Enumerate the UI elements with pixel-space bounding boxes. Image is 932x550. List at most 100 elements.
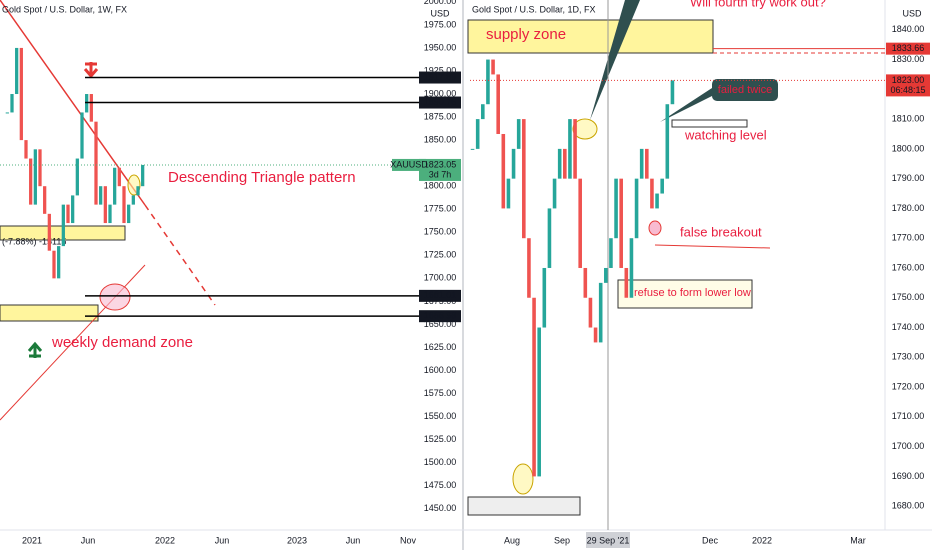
y-tick-label: 1770.00 — [892, 233, 925, 243]
candle — [38, 149, 42, 187]
candle — [80, 112, 84, 159]
y-tick-label: 1830.00 — [892, 54, 925, 64]
candle — [108, 204, 112, 224]
price-tag — [886, 42, 930, 55]
candle — [588, 297, 593, 328]
candle — [527, 238, 531, 298]
y-tick-label: 1710.00 — [892, 411, 925, 421]
y-tick-label: 1750.00 — [424, 227, 457, 237]
candle — [619, 178, 623, 268]
highlight-circle — [512, 463, 534, 495]
y-tick-label: 1750.00 — [892, 292, 925, 302]
x-tick-label: Mar — [850, 535, 866, 545]
supply-zone — [467, 19, 714, 54]
annotation: failed twice — [718, 84, 772, 96]
y-tick-label: 1840.00 — [892, 24, 925, 34]
last-price-tag — [419, 158, 461, 181]
price-tag — [419, 96, 461, 109]
y-tick-label: 1650.00 — [424, 319, 457, 329]
candle — [660, 178, 664, 194]
candle — [122, 186, 126, 224]
down-arrow — [83, 62, 99, 79]
y-tick-label: 1625.00 — [424, 342, 457, 352]
candle — [61, 204, 65, 247]
y-tick-label: 2000.00 — [424, 0, 457, 6]
y-tick-label: 1700.00 — [424, 273, 457, 283]
candle — [511, 148, 516, 179]
candle — [645, 148, 649, 179]
y-tick-label: 1730.00 — [892, 352, 925, 362]
x-tick-label: Nov — [400, 535, 417, 545]
y-tick-label: 1775.00 — [424, 204, 457, 214]
x-tick-label: Sep — [554, 535, 570, 545]
candle — [568, 119, 572, 179]
chart-title: Gold Spot / U.S. Dollar, 1D, FX — [472, 4, 596, 14]
x-tick-label: 2022 — [752, 535, 772, 545]
candle — [639, 148, 644, 179]
price-tag — [419, 71, 461, 84]
candle — [5, 112, 9, 114]
candle — [506, 178, 511, 209]
last-price-tag — [886, 74, 930, 97]
candle — [542, 267, 547, 328]
breakout-line — [654, 244, 771, 249]
candle — [24, 140, 28, 159]
candle — [47, 213, 51, 251]
x-tick-label: 2023 — [287, 535, 307, 545]
candle — [29, 158, 33, 205]
candle — [43, 186, 47, 214]
last-price-label: 1823.05 — [424, 159, 457, 169]
y-tick-label: 1760.00 — [892, 262, 925, 272]
y-tick-label: 1680.00 — [892, 501, 925, 511]
symbol-tag — [392, 158, 426, 171]
candle — [117, 167, 121, 187]
candle — [57, 246, 61, 279]
candle — [475, 119, 480, 149]
price-tag — [419, 289, 461, 302]
measure-label: (-7.88%) -15115 — [2, 236, 66, 246]
candle — [670, 80, 675, 105]
annotation: Descending Triangle pattern — [168, 169, 356, 186]
candle — [89, 94, 93, 122]
candle — [593, 327, 598, 343]
candle — [532, 297, 536, 477]
y-tick-label: 1450.00 — [424, 503, 457, 513]
candle — [624, 267, 629, 298]
highlight-circle — [648, 220, 662, 236]
candle — [71, 195, 75, 224]
crosshair-tag — [586, 532, 630, 548]
candle — [537, 327, 541, 477]
y-tick-label: 1500.00 — [424, 457, 457, 467]
candle — [10, 94, 14, 113]
y-tick-label: 1720.00 — [892, 381, 925, 391]
candle — [52, 250, 56, 279]
candle — [94, 121, 98, 205]
price-tag-label: 1681.01 — [424, 290, 457, 300]
y-tick-label: 1725.00 — [424, 250, 457, 260]
callout-pointer — [590, 0, 640, 120]
candle — [470, 148, 475, 150]
x-tick-label: 2022 — [155, 535, 175, 545]
candle — [655, 193, 659, 209]
y-tick-label: 1800.00 — [424, 181, 457, 191]
countdown: 3d 7h — [429, 169, 452, 179]
candle — [141, 164, 145, 187]
y-tick-label: 1875.00 — [424, 111, 457, 121]
candle — [578, 178, 582, 268]
candle — [583, 267, 588, 298]
candle — [75, 158, 79, 196]
price-tag-label: 1917.89 — [424, 72, 457, 82]
y-tick-label: 1975.00 — [424, 19, 457, 29]
x-tick-label: 29 Sep '21 — [587, 535, 630, 545]
candle — [516, 119, 521, 149]
y-tick-label: 1850.00 — [424, 134, 457, 144]
price-tag-label: 1833.66 — [892, 43, 925, 53]
y-tick-label: 1925.00 — [424, 65, 457, 75]
failed-twice-box — [712, 79, 778, 101]
y-tick-label: 1690.00 — [892, 471, 925, 481]
candle — [563, 148, 567, 179]
y-tick-label: 1700.00 — [892, 441, 925, 451]
candle — [66, 204, 70, 224]
